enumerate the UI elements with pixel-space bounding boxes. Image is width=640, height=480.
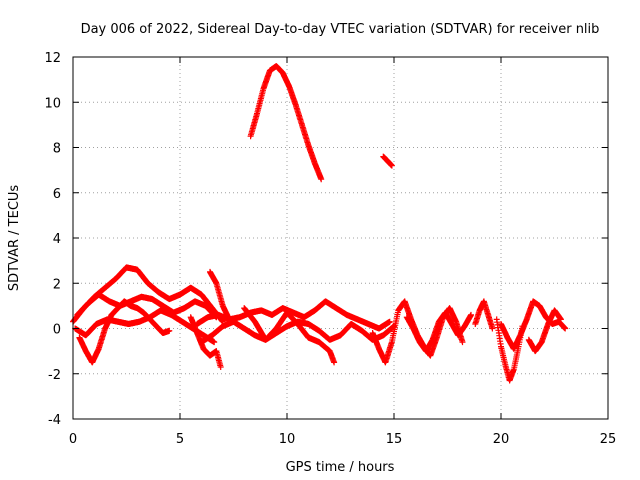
x-tick-label: 25 (600, 432, 617, 447)
data-point (562, 325, 569, 332)
data-point (386, 318, 393, 325)
y-tick-label: -4 (48, 413, 61, 428)
y-tick-label: 10 (44, 96, 61, 111)
data-point (388, 162, 395, 169)
y-tick-label: -2 (48, 368, 61, 383)
data-point (468, 311, 474, 318)
y-tick-label: 2 (53, 277, 61, 292)
data-point (217, 364, 224, 370)
x-tick-label: 5 (176, 432, 184, 447)
x-tick-label: 20 (493, 432, 510, 447)
grid-lines (73, 57, 608, 419)
y-tick-label: 8 (53, 142, 61, 157)
x-tick-label: 0 (69, 432, 77, 447)
y-tick-label: 6 (53, 187, 61, 202)
y-tick-label: 12 (44, 51, 61, 66)
x-tick-label: 15 (386, 432, 403, 447)
x-axis-label: GPS time / hours (286, 460, 395, 475)
y-tick-label: 0 (53, 323, 61, 338)
data-point (489, 325, 496, 332)
chart-title: Day 006 of 2022, Sidereal Day-to-day VTE… (81, 22, 600, 37)
y-tick-label: 4 (53, 232, 61, 247)
data-point (166, 327, 173, 334)
data-points (70, 63, 569, 384)
data-point (557, 316, 564, 323)
axis-ticks: 0 5 10 15 20 25 -4 -2 0 2 4 6 8 10 12 (44, 51, 616, 447)
y-axis-label: SDTVAR / TECUs (7, 185, 22, 292)
x-tick-label: 10 (279, 432, 296, 447)
data-point (318, 176, 325, 183)
data-point (211, 339, 218, 346)
data-point (459, 339, 466, 346)
data-point (331, 359, 338, 366)
